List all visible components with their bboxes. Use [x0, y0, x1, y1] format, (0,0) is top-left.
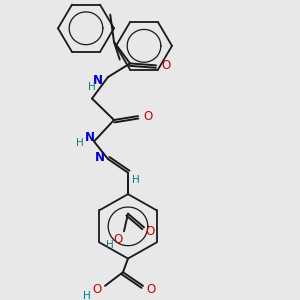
Text: H: H — [83, 291, 91, 300]
Text: O: O — [92, 283, 102, 296]
Text: N: N — [85, 131, 95, 144]
Text: H: H — [76, 138, 84, 148]
Text: O: O — [146, 283, 156, 296]
Text: N: N — [93, 74, 103, 88]
Text: H: H — [132, 176, 140, 185]
Text: O: O — [146, 225, 154, 238]
Text: O: O — [161, 59, 171, 72]
Text: O: O — [113, 232, 123, 245]
Text: N: N — [95, 151, 105, 164]
Text: H: H — [106, 240, 114, 250]
Text: O: O — [143, 110, 153, 123]
Text: H: H — [88, 82, 96, 92]
